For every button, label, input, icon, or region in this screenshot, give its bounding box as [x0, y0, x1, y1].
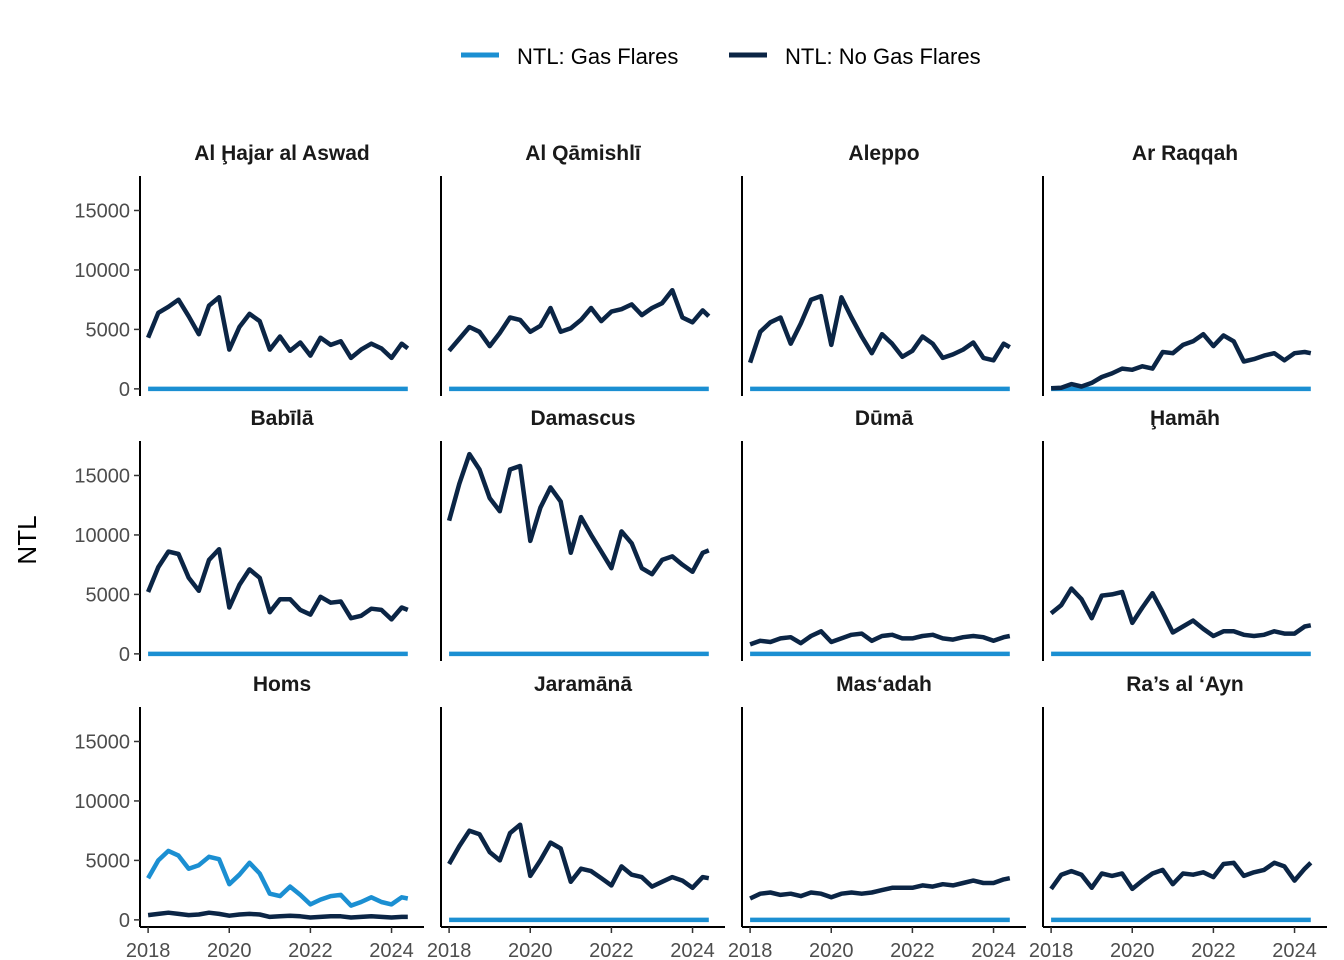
y-tick-label: 5000 [86, 319, 131, 341]
legend-label-gas-flares: NTL: Gas Flares [517, 44, 678, 69]
x-tick-label: 2024 [670, 940, 715, 960]
facet-title: Ḩamāh [1150, 407, 1220, 430]
y-tick-label: 5000 [86, 850, 131, 872]
facet-title: Al Ḩajar al Aswad [194, 142, 369, 165]
facet-aleppo: Aleppo [741, 142, 1011, 396]
y-tick-label: 10000 [74, 791, 130, 813]
facet-al-qamishli: Al Qāmishlī [440, 142, 711, 396]
series-line-no-gas-flares [146, 546, 409, 622]
series-line-gas-flares [146, 848, 409, 908]
series-line-no-gas-flares [749, 875, 1011, 901]
series-line-no-gas-flares [447, 822, 710, 891]
x-tick-label: 2020 [1110, 940, 1155, 960]
legend: NTL: Gas Flares NTL: No Gas Flares [461, 44, 981, 69]
x-tick-label: 2022 [890, 940, 935, 960]
series-line-no-gas-flares [146, 295, 410, 361]
x-tick-label: 2020 [508, 940, 553, 960]
series-line-no-gas-flares [1049, 586, 1312, 639]
x-tick-label: 2018 [1029, 940, 1074, 960]
facet-title: Jaramānā [534, 673, 632, 696]
facet-ar-raqqah: Ar Raqqah [1042, 142, 1312, 396]
facet-mas-adah: Mas‘adah 2018 2020 2022 2024 [728, 673, 1026, 960]
y-tick-label: 0 [119, 644, 130, 666]
y-tick-label: 0 [119, 910, 130, 932]
x-tick-label: 2020 [207, 940, 252, 960]
series-line-no-gas-flares [747, 293, 1011, 364]
facet-ra-s-al-ayn: Ra’s al ‘Ayn 2018 2020 2022 2024 [1029, 673, 1327, 960]
facet-al-hajar-al-aswad: Al Ḩajar al Aswad 0 5000 10000 15000 [74, 142, 410, 401]
x-tick-label: 2018 [126, 940, 171, 960]
facet-title: Mas‘adah [836, 673, 932, 696]
series-line-no-gas-flares [446, 451, 710, 577]
facet-homs: Homs 0 5000 10000 15000 2018 2020 2022 2024 [74, 673, 424, 960]
facet-babila: Babīlā 0 5000 10000 15000 [74, 407, 409, 666]
x-tick-label: 2022 [288, 940, 333, 960]
facet-title: Al Qāmishlī [525, 142, 642, 165]
facet-jaramana: Jaramānā 2018 2020 2022 2024 [427, 673, 725, 960]
y-tick-label: 5000 [86, 584, 131, 606]
facet-duma: Dūmā [741, 407, 1011, 661]
legend-label-no-gas-flares: NTL: No Gas Flares [785, 44, 981, 69]
y-tick-label: 15000 [74, 731, 130, 753]
facet-hamah: Ḩamāh [1042, 407, 1312, 661]
facet-title: Homs [253, 673, 311, 696]
x-tick-label: 2022 [1191, 940, 1236, 960]
x-tick-label: 2020 [809, 940, 854, 960]
x-tick-label: 2024 [369, 940, 414, 960]
x-tick-label: 2022 [589, 940, 634, 960]
y-tick-label: 10000 [74, 525, 130, 547]
series-line-no-gas-flares [147, 910, 408, 920]
series-line-no-gas-flares [1049, 860, 1313, 892]
series-line-no-gas-flares [1050, 331, 1312, 391]
y-tick-label: 15000 [74, 200, 130, 222]
series-line-no-gas-flares [749, 629, 1011, 647]
facet-grid: Al Ḩajar al Aswad 0 5000 10000 15000 Al Qāmis… [74, 142, 1327, 960]
facet-title: Damascus [530, 407, 635, 430]
facet-title: Babīlā [250, 407, 313, 430]
y-tick-label: 10000 [74, 260, 130, 282]
facet-title: Aleppo [848, 142, 919, 165]
x-tick-label: 2024 [971, 940, 1016, 960]
facet-title: Dūmā [855, 407, 914, 430]
series-line-no-gas-flares [447, 287, 711, 353]
x-tick-label: 2018 [427, 940, 472, 960]
y-tick-label: 15000 [74, 465, 130, 487]
y-axis-title: NTL [12, 515, 42, 564]
facet-title: Ar Raqqah [1132, 142, 1238, 165]
x-tick-label: 2024 [1272, 940, 1317, 960]
facet-damascus: Damascus [440, 407, 710, 661]
x-tick-label: 2018 [728, 940, 773, 960]
facet-title: Ra’s al ‘Ayn [1126, 673, 1244, 696]
y-tick-label: 0 [119, 379, 130, 401]
